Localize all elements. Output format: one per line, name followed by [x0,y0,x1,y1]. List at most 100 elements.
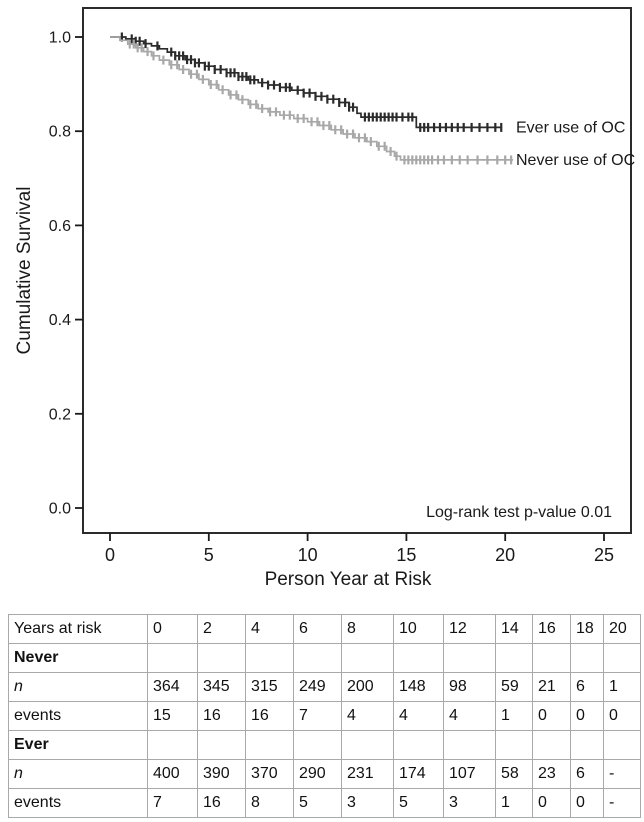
x-axis: 0 5 10 15 20 25 [105,533,614,565]
table-cell: 21 [532,672,571,702]
km-step-line [110,36,502,129]
y-axis: 1.0 0.8 0.6 0.4 0.2 0.0 [49,30,83,518]
survival-curve-ever: Ever use of OC [110,32,625,136]
table-cell [147,643,198,673]
row-label: Years at risk [8,614,148,644]
table-cell: 98 [443,672,496,702]
row-label: events [8,701,148,731]
survival-plot: 1.0 0.8 0.6 0.4 0.2 0.0 0 5 10 15 20 25 Person Year … [14,7,635,590]
table-cell: 16 [197,701,246,731]
table-cell [570,643,604,673]
table-cell: 345 [197,672,246,702]
table-cell [603,643,641,673]
table-cell [147,730,198,760]
y-tick-label: 0.2 [49,406,71,423]
table-cell: 4 [245,614,294,644]
table-cell: 6 [570,759,604,789]
row-label: Never [8,643,148,673]
table-cell: 15 [147,701,198,731]
table-row: n 364 345 315 249 200 148 98 59 21 6 1 [8,672,641,702]
table-cell: 14 [495,614,533,644]
table-cell: 10 [393,614,444,644]
censor-marks-never [128,39,513,165]
row-label: n [8,759,148,789]
y-tick-label: 0.6 [49,218,71,235]
table-cell: 20 [603,614,641,644]
logrank-annotation: Log-rank test p-value 0.01 [426,504,612,521]
table-cell: 7 [293,701,342,731]
table-cell: 148 [393,672,444,702]
row-label: n [8,672,148,702]
table-cell: 290 [293,759,342,789]
row-label: events [8,788,148,818]
y-tick-label: 0.8 [49,124,71,141]
table-cell: 58 [495,759,533,789]
table-cell: 0 [603,701,641,731]
table-cell [293,730,342,760]
table-cell [197,643,246,673]
table-cell: - [603,788,641,818]
table-cell [570,730,604,760]
table-cell: 370 [245,759,294,789]
table-cell: 5 [293,788,342,818]
table-cell [393,643,444,673]
table-cell: 4 [393,701,444,731]
risk-table-body: Years at risk 0 2 4 6 8 10 12 14 16 18 20 Never n 364 3… [8,614,641,818]
table-cell: 6 [293,614,342,644]
table-row: Years at risk 0 2 4 6 8 10 12 14 16 18 20 [8,614,641,644]
censor-marks-ever [120,32,503,132]
y-tick-label: 0.4 [49,312,71,329]
survival-curve-never: Never use of OC [110,36,635,169]
table-cell: 7 [147,788,198,818]
table-row: Never [8,643,641,673]
x-tick-label: 25 [594,545,614,565]
table-cell: 3 [341,788,394,818]
table-cell: 16 [245,701,294,731]
table-cell: 249 [293,672,342,702]
table-cell: 6 [570,672,604,702]
table-cell: 0 [532,701,571,731]
table-row: n 400 390 370 290 231 174 107 58 23 6- [8,759,641,789]
table-cell [603,730,641,760]
table-cell: 3 [443,788,496,818]
table-cell [341,643,394,673]
table-cell: 2 [197,614,246,644]
y-axis-title: Cumulative Survival [14,187,35,355]
table-row: events 7 16 8 5 3 5 3 1 0 0- [8,788,641,818]
table-cell [245,643,294,673]
table-cell: 107 [443,759,496,789]
table-cell [443,730,496,760]
table-cell [293,643,342,673]
table-cell [197,730,246,760]
table-cell [495,730,533,760]
table-cell [532,730,571,760]
table-cell: 1 [603,672,641,702]
table-cell: 23 [532,759,571,789]
table-cell: 174 [393,759,444,789]
table-cell: 0 [570,788,604,818]
table-cell: 0 [570,701,604,731]
table-cell: 390 [197,759,246,789]
row-label: Ever [8,730,148,760]
y-tick-label: 1.0 [49,30,71,47]
table-cell [341,730,394,760]
table-cell: 1 [495,788,533,818]
x-axis-title: Person Year at Risk [265,569,432,590]
x-tick-label: 20 [495,545,515,565]
table-cell: 315 [245,672,294,702]
table-cell: 5 [393,788,444,818]
series-label-never: Never use of OC [516,152,635,169]
numbers-at-risk-table: Years at risk 0 2 4 6 8 10 12 14 16 18 20 Never n 364 3… [8,614,641,818]
table-cell: 364 [147,672,198,702]
table-cell: 0 [147,614,198,644]
table-cell: 231 [341,759,394,789]
table-cell: 18 [570,614,604,644]
table-cell: 16 [197,788,246,818]
table-cell: 8 [341,614,394,644]
x-tick-label: 10 [298,545,318,565]
x-tick-label: 15 [396,545,416,565]
table-cell: 8 [245,788,294,818]
table-cell [443,643,496,673]
table-row: Ever [8,730,641,760]
